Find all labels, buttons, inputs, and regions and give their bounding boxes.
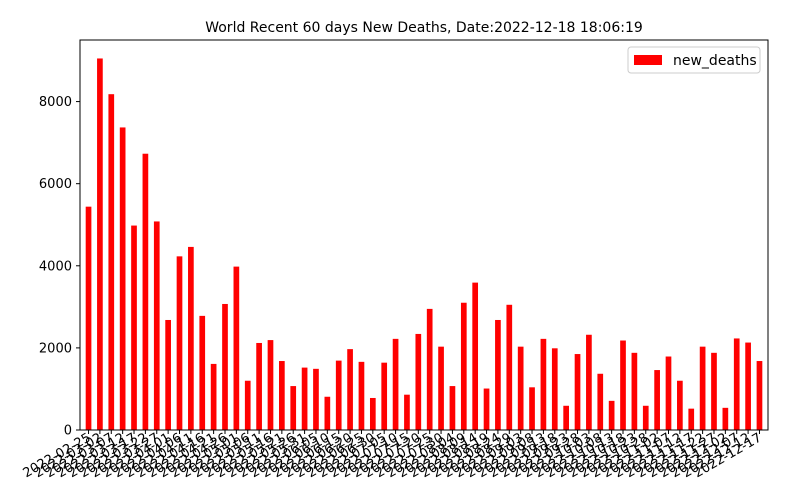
bar (176, 256, 183, 430)
bar (574, 354, 581, 430)
bar (97, 58, 103, 430)
chart-title: World Recent 60 days New Deaths, Date:20… (205, 20, 643, 36)
bar (711, 352, 717, 430)
bar (722, 407, 729, 430)
bar (642, 405, 649, 430)
bar (415, 333, 422, 430)
bar (267, 340, 274, 430)
bar (586, 334, 592, 430)
y-tick-label: 2000 (39, 341, 72, 356)
bar (210, 363, 217, 430)
bar (279, 361, 285, 430)
legend-label: new_deaths (673, 53, 757, 69)
bar (426, 308, 433, 430)
bar (756, 361, 763, 430)
bar (222, 303, 228, 430)
bar (438, 346, 444, 430)
bar (483, 388, 490, 430)
bar (506, 304, 513, 430)
y-tick-label: 6000 (39, 177, 72, 192)
bar (301, 367, 308, 430)
bar (551, 348, 558, 430)
bar (313, 368, 319, 430)
bar (699, 346, 706, 430)
legend: new_deaths (627, 46, 761, 74)
bar (131, 225, 137, 430)
bar (529, 387, 535, 430)
bar (335, 360, 342, 430)
legend-box (627, 46, 761, 74)
bar (347, 349, 353, 430)
bar (381, 362, 388, 430)
y-tick-label: 8000 (39, 95, 72, 110)
plot-frame (79, 39, 769, 431)
bar (745, 342, 751, 430)
bar (631, 352, 638, 430)
bar (665, 356, 672, 430)
bar (654, 370, 660, 430)
bar (597, 373, 604, 430)
bar (199, 315, 206, 430)
bar (540, 338, 547, 430)
bar (358, 361, 365, 430)
bar (119, 127, 126, 430)
x-axis: 2022-02-252022-03-022022-03-072022-03-12… (21, 430, 764, 481)
bar (688, 408, 695, 430)
y-tick-label: 0 (64, 424, 72, 439)
legend-swatch (634, 55, 662, 65)
y-tick-label: 4000 (39, 259, 72, 274)
bar (165, 319, 171, 430)
bar (472, 282, 479, 430)
bar (404, 394, 410, 430)
bar (244, 380, 251, 430)
bar (563, 405, 569, 430)
bar (324, 396, 331, 430)
bar (290, 386, 297, 430)
bar (677, 380, 683, 430)
bars-layer (85, 58, 763, 430)
y-axis: 0 2000 4000 6000 8000 (39, 95, 80, 439)
bar (108, 94, 115, 430)
bar (495, 319, 501, 430)
bar (188, 246, 194, 430)
bar (153, 221, 160, 430)
bar (369, 397, 376, 430)
bar (620, 340, 626, 430)
bar (460, 302, 467, 430)
bar (142, 153, 149, 430)
bar (608, 400, 615, 430)
bar (733, 338, 740, 430)
bar (517, 346, 524, 430)
bar (233, 266, 240, 430)
bar (256, 342, 262, 430)
bar (449, 386, 456, 430)
bar (392, 338, 399, 430)
bar (85, 206, 92, 430)
